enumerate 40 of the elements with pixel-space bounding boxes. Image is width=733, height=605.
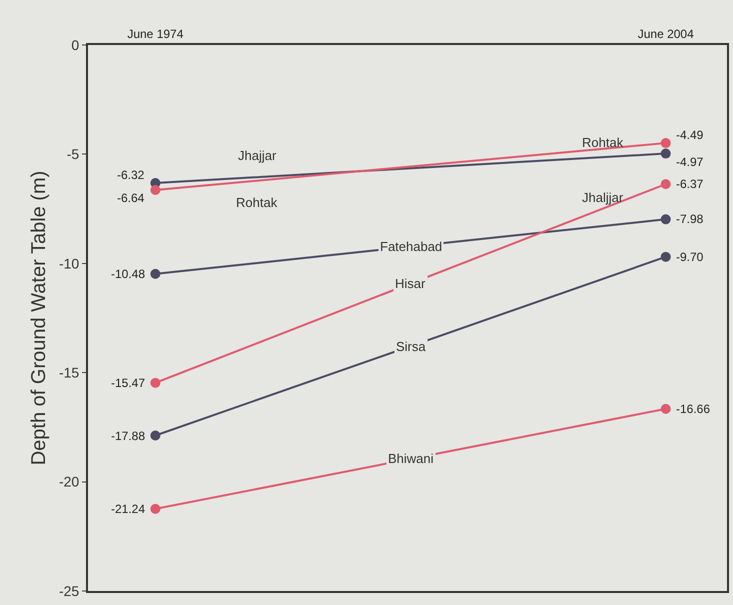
data-label: -10.48 <box>111 267 146 281</box>
x-tick-label: June 2004 <box>638 27 694 42</box>
series-label: Rohtak <box>236 195 278 210</box>
point <box>660 148 671 159</box>
point <box>660 214 671 224</box>
y-tick-label: -20 <box>58 474 80 490</box>
data-label: -9.70 <box>676 250 704 264</box>
y-tick-label: 0 <box>71 36 80 53</box>
annotation: Jhaljjar <box>582 190 624 205</box>
data-label: -6.64 <box>117 191 145 205</box>
point <box>150 378 160 388</box>
data-label: -7.98 <box>676 212 704 226</box>
data-label: -6.37 <box>676 177 704 191</box>
y-tick-label: -5 <box>66 146 80 162</box>
series-label: Fatehabad <box>380 239 442 254</box>
y-tick-label: -25 <box>58 582 80 599</box>
point <box>660 252 671 262</box>
point <box>150 504 160 514</box>
y-axis-title: Depth of Ground Water Table (m) <box>28 170 50 466</box>
y-tick-label: -10 <box>58 255 80 272</box>
x-tick-label: June 1974 <box>127 27 184 42</box>
series-label: Sirsa <box>396 339 426 354</box>
data-label: -21.24 <box>111 502 146 516</box>
data-label: -15.47 <box>111 376 146 390</box>
y-tick-label: -15 <box>58 364 80 380</box>
series-label: Bhiwani <box>388 451 434 466</box>
point <box>660 404 671 414</box>
point <box>660 138 671 148</box>
annotation: Rohtak <box>582 135 624 150</box>
data-label: -6.32 <box>117 168 145 182</box>
series-label: Jhajjar <box>238 148 277 163</box>
data-label: -4.97 <box>676 155 704 169</box>
data-label: -4.49 <box>676 128 704 142</box>
series-label: Hisar <box>395 276 426 291</box>
point <box>150 185 160 196</box>
point <box>150 430 160 440</box>
point <box>660 179 671 190</box>
point <box>150 268 160 279</box>
data-label: -16.66 <box>676 402 710 416</box>
data-label: -17.88 <box>111 429 146 443</box>
